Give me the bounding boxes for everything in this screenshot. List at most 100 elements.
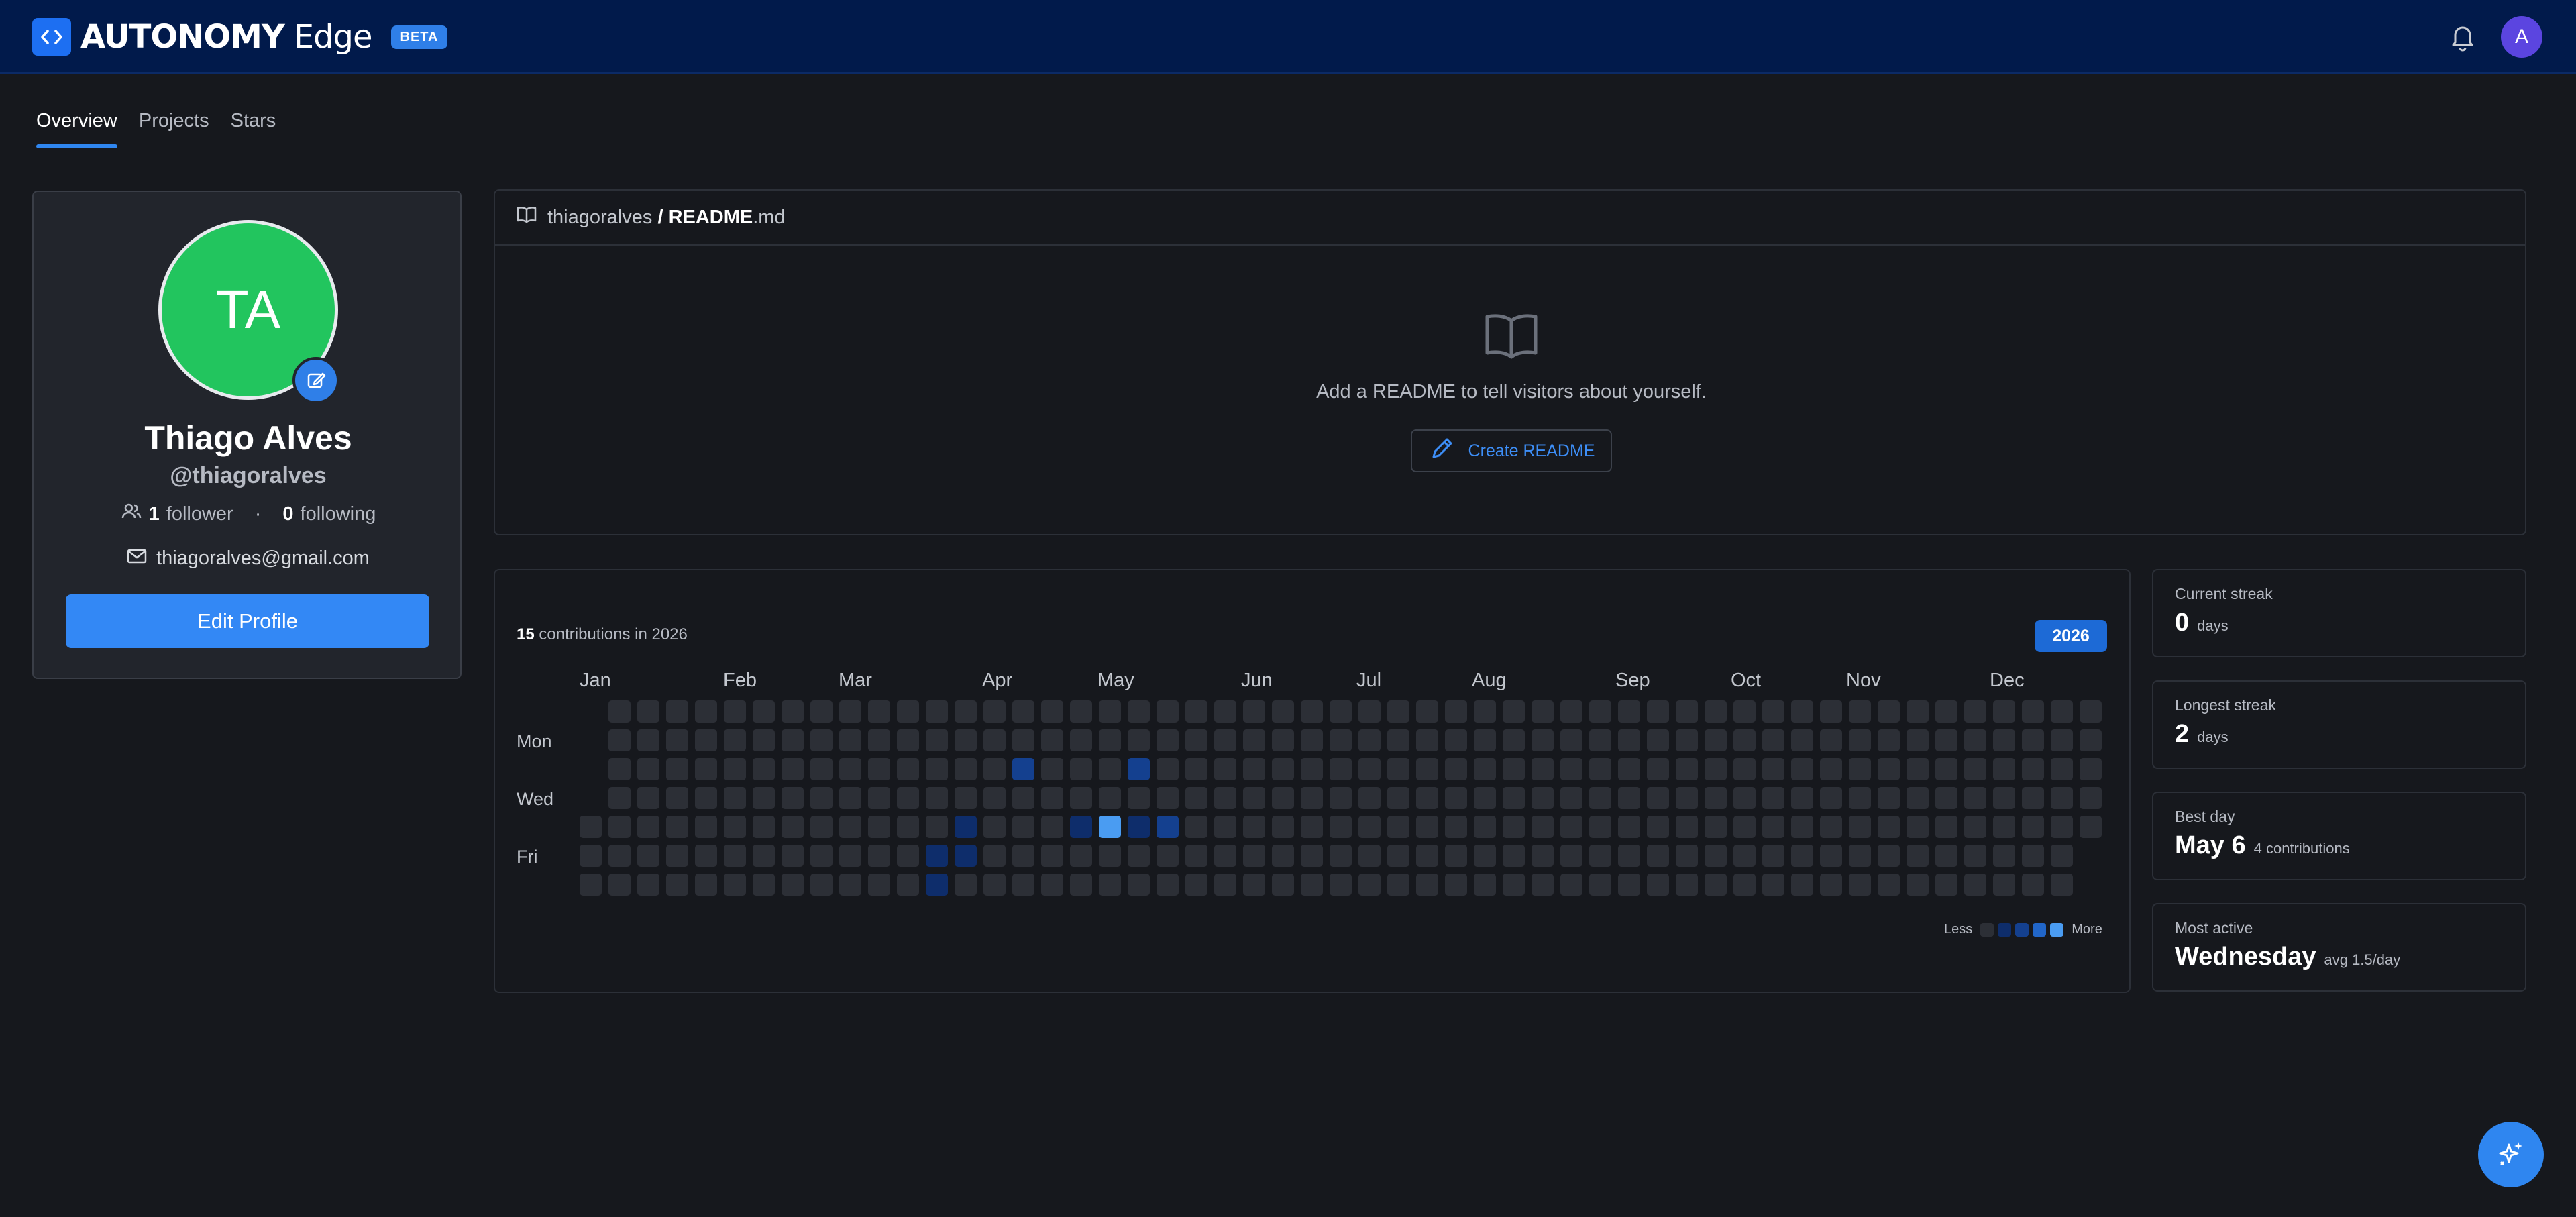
contribution-cell[interactable] (1445, 729, 1467, 751)
contribution-cell[interactable] (1791, 787, 1813, 809)
contribution-cell[interactable] (983, 787, 1006, 809)
contribution-cell[interactable] (1157, 874, 1179, 896)
contribution-cell[interactable] (1532, 845, 1554, 867)
contribution-cell[interactable] (1560, 845, 1582, 867)
contribution-cell[interactable] (1820, 758, 1842, 780)
contribution-cell[interactable] (1647, 758, 1669, 780)
contribution-cell[interactable] (1185, 729, 1208, 751)
contribution-cell[interactable] (1676, 816, 1698, 838)
contribution-cell[interactable] (753, 787, 775, 809)
contribution-cell[interactable] (1214, 700, 1236, 723)
contribution-cell[interactable] (1993, 816, 2015, 838)
contribution-cell[interactable] (1589, 787, 1611, 809)
contribution-cell[interactable] (1387, 787, 1409, 809)
contribution-cell[interactable] (2022, 758, 2044, 780)
contribution-cell[interactable] (1243, 700, 1265, 723)
contribution-cell[interactable] (608, 845, 631, 867)
contribution-cell[interactable] (608, 874, 631, 896)
contribution-cell[interactable] (1041, 700, 1063, 723)
contribution-cell[interactable] (1849, 874, 1871, 896)
contribution-cell[interactable] (1416, 758, 1438, 780)
contribution-cell[interactable] (1041, 816, 1063, 838)
contribution-cell[interactable] (868, 758, 890, 780)
contribution-cell[interactable] (2080, 787, 2102, 809)
contribution-cell[interactable] (1272, 787, 1294, 809)
contribution-cell[interactable] (1012, 758, 1034, 780)
contribution-cell[interactable] (1214, 787, 1236, 809)
contribution-cell[interactable] (1301, 874, 1323, 896)
contribution-cell[interactable] (1214, 758, 1236, 780)
code-icon[interactable] (32, 18, 71, 56)
contribution-cell[interactable] (1243, 874, 1265, 896)
contribution-cell[interactable] (1820, 816, 1842, 838)
contribution-cell[interactable] (608, 729, 631, 751)
contribution-cell[interactable] (608, 787, 631, 809)
contribution-cell[interactable] (810, 700, 833, 723)
contribution-cell[interactable] (753, 729, 775, 751)
contribution-cell[interactable] (1330, 700, 1352, 723)
contribution-cell[interactable] (1301, 700, 1323, 723)
contribution-cell[interactable] (1878, 787, 1900, 809)
contribution-cell[interactable] (1128, 758, 1150, 780)
contribution-cell[interactable] (1907, 758, 1929, 780)
edit-icon[interactable] (292, 357, 339, 404)
contribution-cell[interactable] (1012, 845, 1034, 867)
contribution-cell[interactable] (1272, 816, 1294, 838)
contribution-cell[interactable] (1849, 729, 1871, 751)
contribution-cell[interactable] (1243, 816, 1265, 838)
contribution-cell[interactable] (1330, 874, 1352, 896)
contribution-cell[interactable] (666, 787, 688, 809)
contribution-cell[interactable] (1878, 758, 1900, 780)
contribution-cell[interactable] (1676, 729, 1698, 751)
contribution-cell[interactable] (1647, 787, 1669, 809)
contribution-cell[interactable] (1560, 816, 1582, 838)
contribution-cell[interactable] (810, 729, 833, 751)
contribution-cell[interactable] (1791, 700, 1813, 723)
contribution-cell[interactable] (1532, 787, 1554, 809)
contribution-cell[interactable] (1791, 729, 1813, 751)
contribution-cell[interactable] (839, 787, 861, 809)
contribution-cell[interactable] (1185, 758, 1208, 780)
contribution-cell[interactable] (1705, 816, 1727, 838)
contribution-cell[interactable] (810, 874, 833, 896)
contribution-cell[interactable] (1157, 758, 1179, 780)
contribution-cell[interactable] (897, 758, 919, 780)
contribution-cell[interactable] (1733, 758, 1756, 780)
contribution-cell[interactable] (782, 845, 804, 867)
contribution-cell[interactable] (1849, 787, 1871, 809)
contribution-cell[interactable] (2051, 700, 2073, 723)
contribution-cell[interactable] (926, 816, 948, 838)
contribution-cell[interactable] (1416, 729, 1438, 751)
contribution-cell[interactable] (2051, 787, 2073, 809)
contribution-cell[interactable] (839, 816, 861, 838)
contribution-cell[interactable] (724, 729, 746, 751)
tab-stars[interactable]: Stars (230, 110, 276, 131)
contribution-cell[interactable] (983, 758, 1006, 780)
contribution-cell[interactable] (2022, 700, 2044, 723)
contribution-cell[interactable] (839, 729, 861, 751)
contribution-cell[interactable] (810, 758, 833, 780)
contribution-cell[interactable] (839, 758, 861, 780)
contribution-cell[interactable] (782, 874, 804, 896)
contribution-cell[interactable] (1214, 816, 1236, 838)
contribution-cell[interactable] (1705, 787, 1727, 809)
contribution-cell[interactable] (1474, 787, 1496, 809)
contribution-cell[interactable] (1820, 700, 1842, 723)
contribution-cell[interactable] (1128, 729, 1150, 751)
contribution-cell[interactable] (1993, 758, 2015, 780)
contribution-cell[interactable] (1647, 700, 1669, 723)
contribution-cell[interactable] (753, 874, 775, 896)
contribution-cell[interactable] (1012, 874, 1034, 896)
contribution-cell[interactable] (1964, 845, 1986, 867)
contribution-cell[interactable] (1935, 816, 1957, 838)
contribution-cell[interactable] (868, 700, 890, 723)
contribution-cell[interactable] (1849, 700, 1871, 723)
contribution-cell[interactable] (1705, 700, 1727, 723)
contribution-cell[interactable] (983, 874, 1006, 896)
contribution-cell[interactable] (1416, 787, 1438, 809)
contribution-cell[interactable] (2051, 845, 2073, 867)
contribution-cell[interactable] (1589, 700, 1611, 723)
contribution-cell[interactable] (782, 816, 804, 838)
contribution-cell[interactable] (1128, 700, 1150, 723)
contribution-cell[interactable] (1993, 787, 2015, 809)
